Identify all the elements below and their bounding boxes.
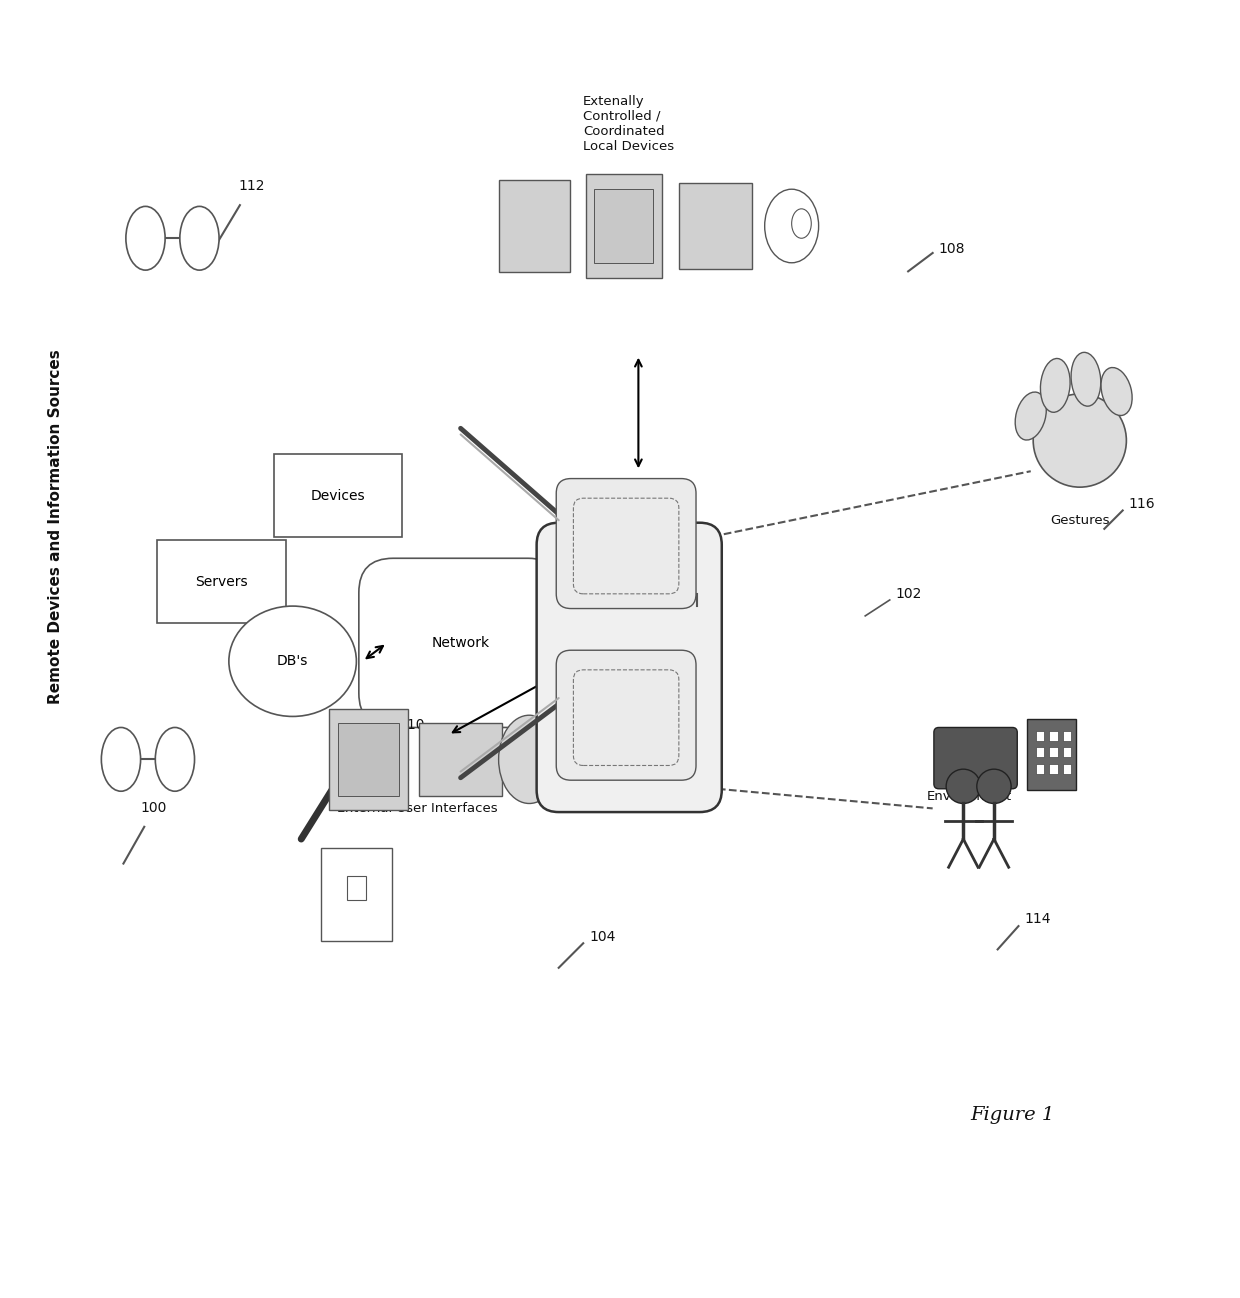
Text: Servers: Servers [195,575,248,588]
Bar [1063,765,1071,774]
Text: Gestures: Gestures [1050,514,1110,527]
Bar [1063,748,1071,757]
FancyBboxPatch shape [157,540,286,623]
Ellipse shape [126,206,165,270]
FancyBboxPatch shape [329,709,408,810]
Bar [1049,731,1058,741]
Bar [1049,748,1058,757]
Bar [1035,748,1044,757]
FancyBboxPatch shape [585,174,662,278]
FancyBboxPatch shape [347,876,366,901]
FancyBboxPatch shape [557,479,696,609]
Bar [1027,719,1076,790]
Text: 108: 108 [939,243,965,256]
FancyBboxPatch shape [498,180,569,273]
Ellipse shape [765,190,818,262]
Text: Figure 1: Figure 1 [970,1106,1054,1124]
Ellipse shape [1040,358,1070,413]
Text: Environment: Environment [926,790,1012,803]
FancyBboxPatch shape [934,727,1017,789]
Bar [1049,765,1058,774]
Ellipse shape [180,206,219,270]
FancyBboxPatch shape [274,454,402,537]
FancyBboxPatch shape [594,190,653,262]
FancyBboxPatch shape [678,183,753,269]
Text: 104: 104 [589,931,616,944]
Text: 116: 116 [1128,497,1156,511]
Bar [1035,731,1044,741]
Text: 110: 110 [398,718,425,732]
Bar [1063,731,1071,741]
Circle shape [1033,395,1126,487]
Ellipse shape [791,209,811,239]
FancyBboxPatch shape [557,650,696,780]
Text: 112: 112 [239,179,265,192]
Text: 114: 114 [1024,911,1052,925]
Text: 102: 102 [895,587,923,601]
FancyBboxPatch shape [358,558,563,727]
Text: 100: 100 [141,801,167,815]
Text: DB's: DB's [277,654,309,668]
Ellipse shape [1101,367,1132,415]
Circle shape [977,770,1011,803]
Ellipse shape [498,715,560,803]
Text: Network: Network [432,636,490,650]
Ellipse shape [1071,352,1101,406]
Text: Extenally
Controlled /
Coordinated
Local Devices: Extenally Controlled / Coordinated Local… [583,95,675,153]
Ellipse shape [102,727,140,792]
Ellipse shape [155,727,195,792]
Ellipse shape [229,606,356,716]
Text: Devices: Devices [311,489,366,502]
Text: External User Interfaces: External User Interfaces [337,802,498,815]
FancyBboxPatch shape [419,723,502,796]
Circle shape [946,770,981,803]
FancyBboxPatch shape [537,523,722,813]
FancyBboxPatch shape [321,848,392,941]
FancyBboxPatch shape [339,723,399,796]
Text: Remote Devices and Information Sources: Remote Devices and Information Sources [48,349,63,704]
Ellipse shape [1016,392,1047,440]
Bar [1035,765,1044,774]
